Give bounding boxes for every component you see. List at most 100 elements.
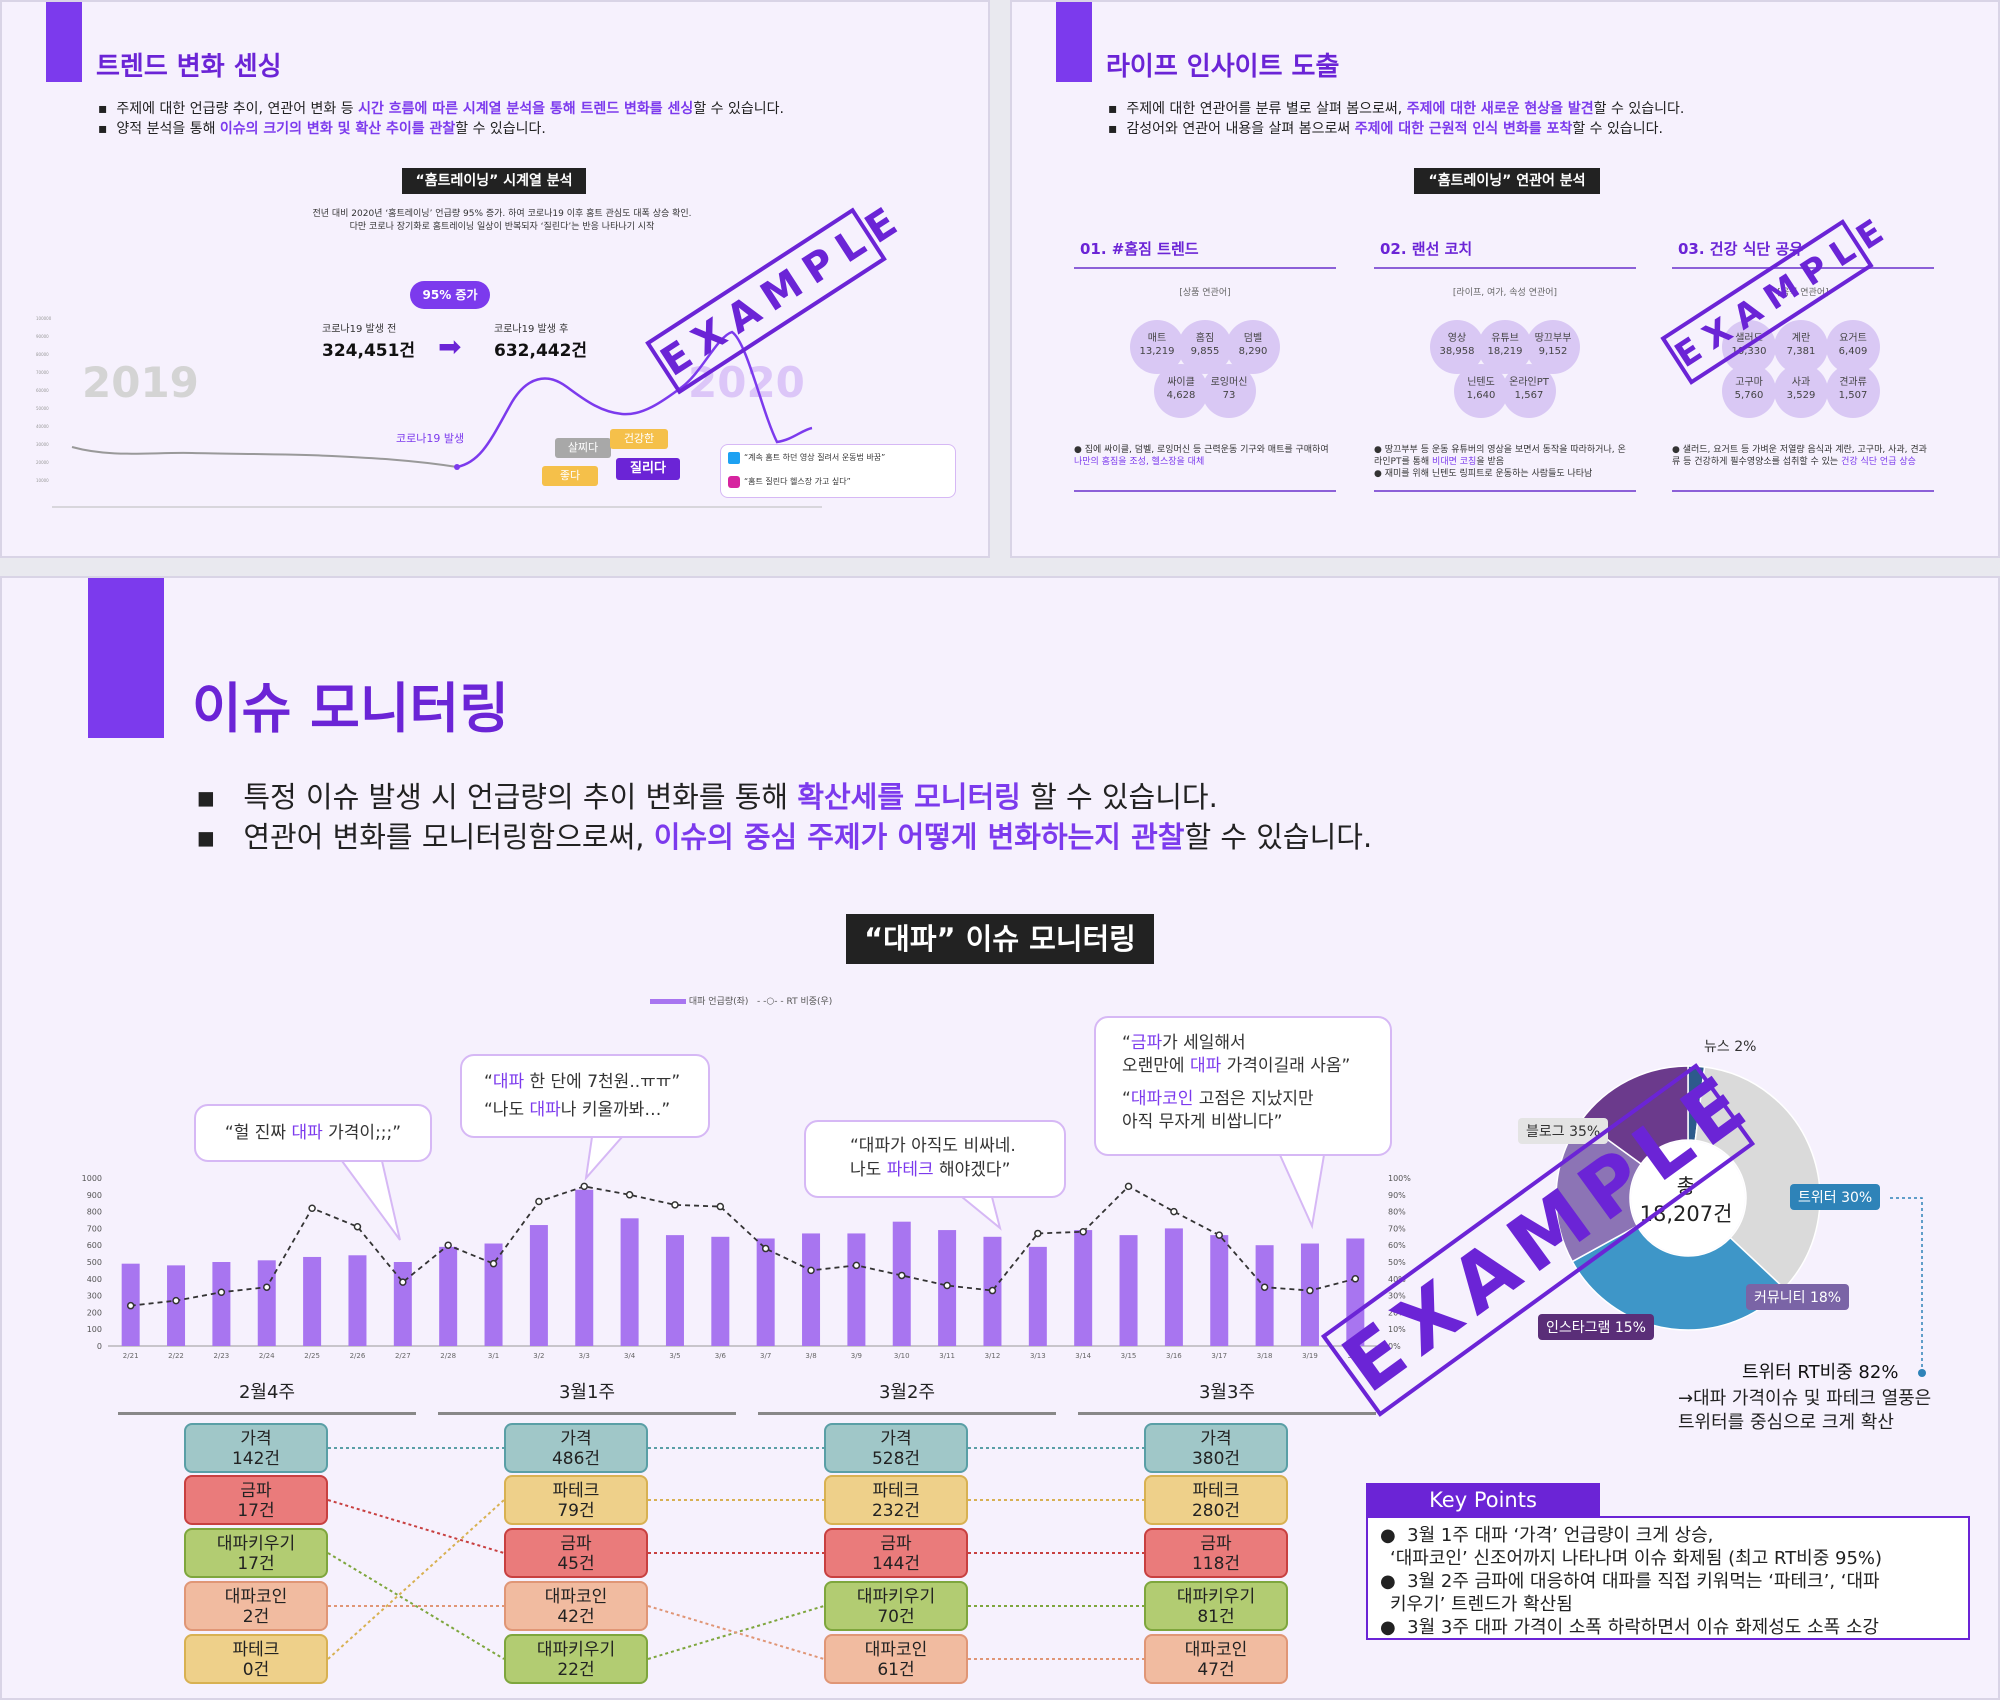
donut-label-community: 커뮤니티 18% xyxy=(1746,1284,1850,1310)
rt-line-1: →대파 가격이슈 및 파테크 열풍은 xyxy=(1678,1388,1932,1409)
chart-desc-1: 전년 대비 2020년 ‘홈트레이닝’ 언급량 95% 증가. 하여 코로나19… xyxy=(312,209,692,219)
x-tick-label: 3/9 xyxy=(851,1352,862,1360)
x-tick-label: 3/11 xyxy=(939,1352,955,1360)
column-note: ● 집에 싸이클, 덤벨, 로잉머신 등 근력운동 기구와 매트를 구매하여 나… xyxy=(1074,445,1329,467)
bar-mention xyxy=(575,1189,594,1346)
rt-point xyxy=(988,1286,997,1295)
y-right-tick: 100% xyxy=(1388,1174,1411,1183)
bar-mention xyxy=(348,1255,367,1346)
bar-mention xyxy=(1074,1230,1093,1346)
week-header-4: 3월3주 xyxy=(1078,1378,1376,1415)
key-point-item: ● 3월 1주 대파 ‘가격’ 언급량이 크게 상승, xyxy=(1380,1525,1714,1546)
bar-mention xyxy=(393,1262,412,1346)
svg-text:50000: 50000 xyxy=(36,406,49,411)
donut-label-news: 뉴스 2% xyxy=(1704,1039,1757,1055)
comment-bubble-3: “대파가 아직도 비싸네. 나도 파테크 해야겠다” xyxy=(804,1120,1066,1198)
rt-line xyxy=(130,1185,1356,1307)
rt-point xyxy=(399,1278,407,1286)
rt-point xyxy=(898,1271,906,1280)
keyword-connectors xyxy=(327,1447,1144,1660)
bar-mention xyxy=(167,1265,186,1346)
divider xyxy=(1374,490,1636,492)
keyword-box: 파테크 0건 xyxy=(184,1634,328,1684)
rt-point xyxy=(1079,1228,1087,1236)
x-tick-label: 3/16 xyxy=(1166,1352,1182,1360)
y-right-tick: 30% xyxy=(1388,1292,1406,1301)
x-tick-label: 3/15 xyxy=(1121,1352,1137,1360)
rt-point xyxy=(761,1244,770,1253)
tag-jota: 좋다 xyxy=(542,466,598,486)
column-healthy-diet: 03. 건강 식단 공유 [음식 연관어] 샐러드 10,330 계란 7,381 … xyxy=(1672,238,1934,498)
year-2019: 2019 xyxy=(82,358,199,407)
rt-leader-dot xyxy=(1918,1369,1926,1377)
keyword-box: 금파 45건 xyxy=(504,1528,648,1578)
x-tick-label: 2/26 xyxy=(350,1352,366,1360)
title-accent-bar xyxy=(46,2,82,82)
svg-text:40000: 40000 xyxy=(36,424,49,429)
key-point-item-cont: ‘대파코인’ 신조어까지 나타나며 이슈 화제됨 (최고 RT비중 95%) xyxy=(1390,1548,1883,1569)
column-heading: 01. #홈짐 트렌드 xyxy=(1080,240,1199,258)
bar-mention xyxy=(847,1233,866,1346)
column-heading: 02. 랜선 코치 xyxy=(1380,240,1473,258)
bar-mention xyxy=(1300,1243,1319,1346)
svg-text:20000: 20000 xyxy=(36,460,49,465)
x-tick-label: 3/20 xyxy=(1347,1352,1363,1360)
keyword-box: 파테크 232건 xyxy=(824,1475,968,1525)
keyword-circle: 고구마 5,760 xyxy=(1722,364,1776,418)
bullet-1: ▪ 주제에 대한 언급량 추이, 연관어 변화 등 시간 흐름에 따른 시계열 … xyxy=(98,101,784,117)
x-tick-label: 2/22 xyxy=(168,1352,184,1360)
keyword-box: 대파코인 42건 xyxy=(504,1581,648,1631)
panel-title: 이슈 모니터링 xyxy=(192,677,509,740)
y-left-tick: 300 xyxy=(87,1292,102,1301)
key-points-tab: Key Points xyxy=(1366,1483,1600,1517)
trend-chart: 100000 90000 80000 70000 60000 50000 40000 3000… xyxy=(36,316,822,508)
column-sub: [라이프, 여가, 속성 연관어] xyxy=(1452,288,1558,298)
bar-mention xyxy=(665,1235,684,1346)
svg-text:10000: 10000 xyxy=(36,478,49,483)
rt-point xyxy=(807,1266,815,1275)
y-left-tick: 500 xyxy=(87,1258,102,1267)
y-left-tick: 1000 xyxy=(82,1174,102,1183)
week-header-2: 3월1주 xyxy=(438,1378,736,1415)
y-left-tick: 400 xyxy=(87,1275,102,1284)
y-right-tick: 90% xyxy=(1388,1191,1406,1200)
y-left-tick: 700 xyxy=(87,1224,102,1233)
rt-point xyxy=(172,1296,180,1305)
x-tick-label: 3/17 xyxy=(1211,1352,1227,1360)
keyword-circle: 로잉머신 73 xyxy=(1202,364,1256,418)
column-homegym: 01. #홈짐 트렌드 [상품 연관어] 매트 13,219 홈짐 9,855 덤벨… xyxy=(1074,238,1336,498)
x-tick-label: 3/4 xyxy=(624,1352,636,1360)
x-tick-label: 2/21 xyxy=(123,1352,139,1360)
bar-mention xyxy=(1346,1238,1365,1346)
chart-label: “홈트레이닝” 연관어 분석 xyxy=(1414,168,1600,194)
bar-mention xyxy=(1210,1235,1229,1346)
x-tick-label: 2/25 xyxy=(304,1352,320,1360)
keyword-circle: 닌텐도 1,640 xyxy=(1454,364,1508,418)
rt-point xyxy=(625,1191,634,1199)
rt-point xyxy=(308,1204,316,1212)
quote-2: “홈트 질린다 헬스장 가고 싶다” xyxy=(744,477,851,486)
column-note: ● 샐러드, 요거트 등 가벼운 저열량 음식과 계란, 고구마, 사과, 견과… xyxy=(1672,445,1927,467)
x-tick-label: 3/5 xyxy=(669,1352,680,1360)
divider xyxy=(1074,267,1336,269)
bar-mention xyxy=(1164,1228,1183,1346)
title-accent-bar xyxy=(88,578,164,738)
x-tick-label: 2/23 xyxy=(214,1352,230,1360)
arrow-right-icon: ➡ xyxy=(438,330,462,363)
chart-legend: 대파 언급량(좌) - -○- - RT 비중(우) xyxy=(650,994,832,1007)
tag-salzida: 살찌다 xyxy=(555,438,611,458)
x-tick-label: 3/13 xyxy=(1030,1352,1046,1360)
key-points-box: ● 3월 1주 대파 ‘가격’ 언급량이 크게 상승, ‘대파코인’ 신조어까지… xyxy=(1366,1516,1970,1640)
keyword-box: 가격 528건 xyxy=(824,1423,968,1473)
donut-label-blog: 블로그 35% xyxy=(1518,1118,1609,1144)
bar-mention xyxy=(711,1236,730,1346)
keyword-box: 가격 486건 xyxy=(504,1423,648,1473)
rt-point xyxy=(671,1201,679,1209)
after-value: 632,442건 xyxy=(494,341,588,361)
y-right-tick: 50% xyxy=(1388,1258,1406,1267)
keyword-box: 가격 142건 xyxy=(184,1423,328,1473)
keyword-box: 파테크 79건 xyxy=(504,1475,648,1525)
divider xyxy=(1672,490,1934,492)
x-tick-label: 3/10 xyxy=(894,1352,910,1360)
rt-point xyxy=(126,1301,135,1310)
